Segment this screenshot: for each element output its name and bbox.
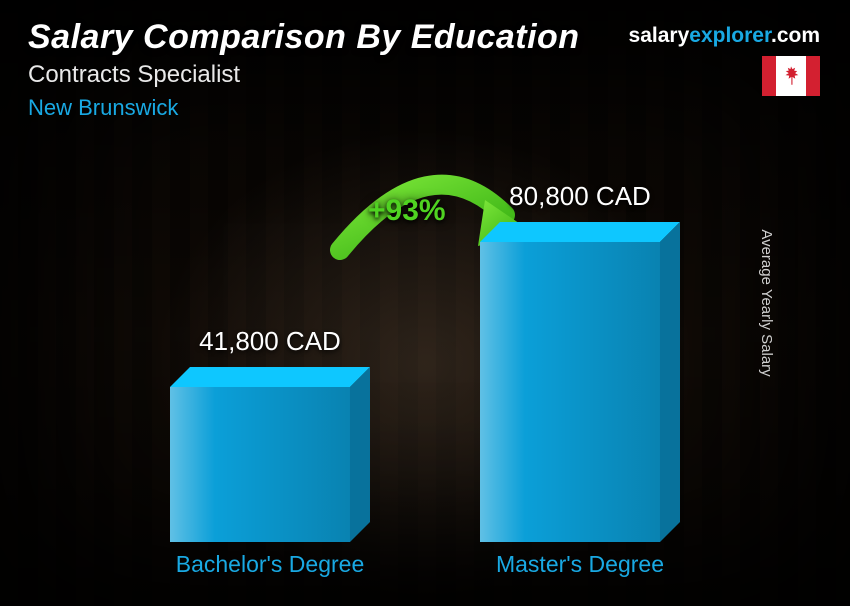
- bar-front-face: [170, 387, 350, 542]
- bar: [170, 387, 370, 542]
- chart-area: +93% 41,800 CAD Bachelor's Degree 80,800…: [0, 152, 810, 582]
- maple-leaf-icon: [780, 65, 802, 87]
- bar-top-face: [170, 367, 370, 387]
- canada-flag-icon: [762, 56, 820, 96]
- chart-location: New Brunswick: [28, 95, 580, 121]
- bar-value: 80,800 CAD: [470, 181, 690, 212]
- bar-front-face: [480, 242, 660, 542]
- bar: [480, 242, 680, 542]
- bar-label: Bachelor's Degree: [150, 551, 390, 578]
- bar-label: Master's Degree: [460, 551, 700, 578]
- bar-side-face: [350, 367, 370, 542]
- bar-value: 41,800 CAD: [160, 326, 380, 357]
- bar-side-face: [660, 222, 680, 542]
- chart-title: Salary Comparison By Education: [28, 18, 580, 57]
- bar-top-face: [480, 222, 680, 242]
- bar-group: 41,800 CAD Bachelor's Degree: [170, 387, 370, 542]
- brand-part3: .com: [771, 24, 820, 47]
- brand-part2: explorer: [689, 24, 771, 47]
- header: Salary Comparison By Education Contracts…: [28, 18, 580, 121]
- brand-text: salaryexplorer.com: [629, 24, 820, 48]
- brand-part1: salary: [629, 24, 690, 47]
- chart-subtitle: Contracts Specialist: [28, 61, 580, 89]
- bar-group: 80,800 CAD Master's Degree: [480, 242, 680, 542]
- brand: salaryexplorer.com: [629, 24, 820, 96]
- increase-pct: +93%: [368, 194, 446, 228]
